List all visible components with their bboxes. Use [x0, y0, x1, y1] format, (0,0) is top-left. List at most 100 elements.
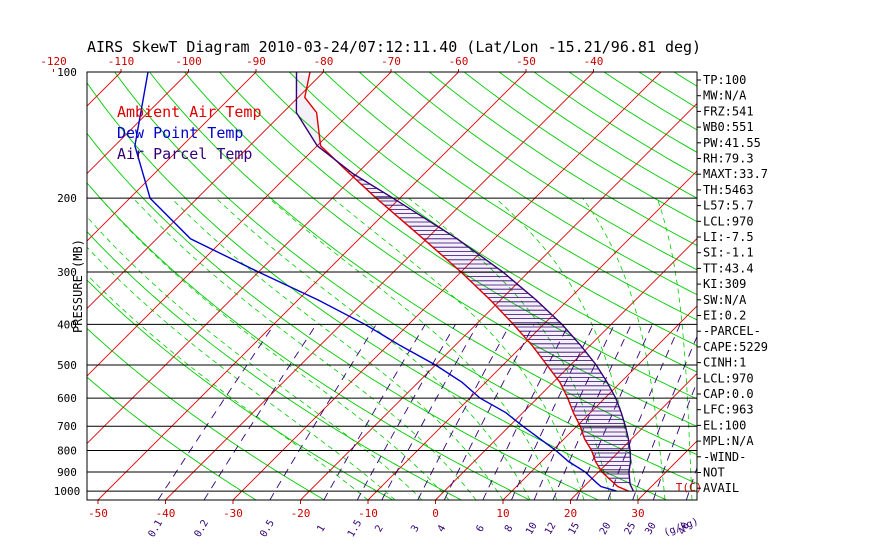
index-item: LCL:970 — [703, 371, 754, 385]
index-item: L57:5.7 — [703, 199, 754, 213]
pressure-tick-1000: 1000 — [54, 485, 81, 498]
index-item: EL:100 — [703, 418, 746, 432]
mixing-ratio-line — [652, 380, 697, 500]
cape-fill — [296, 72, 631, 485]
bottom-tick-label: -20 — [291, 507, 311, 520]
mixing-ratio-line — [157, 324, 275, 500]
pressure-tick-500: 500 — [57, 359, 77, 372]
top-tick-label: -50 — [516, 55, 536, 68]
dry-adiabat — [289, 72, 697, 347]
isotherm — [367, 170, 697, 500]
chart-title: AIRS SkewT Diagram 2010-03-24/07:12:11.4… — [87, 38, 701, 56]
mixing-ratio-label: 4 — [436, 523, 449, 534]
bottom-tick-label: -10 — [358, 507, 378, 520]
legend: Ambient Air Temp Dew Point Temp Air Parcel… — [117, 103, 262, 163]
isotherm — [165, 72, 594, 500]
mixing-ratio-label: 0.5 — [258, 518, 277, 539]
index-item: -WIND- — [703, 450, 746, 464]
index-item: RH:79.3 — [703, 152, 754, 166]
index-item: EI:0.2 — [703, 309, 746, 323]
mixing-ratio-label: 8 — [503, 523, 516, 534]
mixing-ratio-line — [607, 324, 681, 500]
mixing-ratio-label: 12 — [543, 521, 559, 537]
mixing-ratio-label: 20 — [598, 521, 614, 537]
pressure-tick-100: 100 — [57, 66, 77, 79]
moist-adiabat — [87, 216, 423, 500]
mixing-ratio-line — [685, 466, 697, 500]
isotherm — [87, 72, 459, 445]
mixing-ratio-label: 1.5 — [346, 518, 365, 539]
cape-area — [296, 72, 631, 485]
bottom-tick-label: 0 — [432, 507, 439, 520]
mixing-ratio-line — [323, 324, 426, 500]
grid-layer — [0, 72, 870, 500]
moist-adiabat — [87, 246, 396, 500]
isotherm — [0, 72, 54, 500]
top-tick-label: -90 — [246, 55, 266, 68]
mixing-ratio-line — [417, 324, 511, 500]
index-item: LFC:963 — [703, 403, 754, 417]
top-tick-label: -60 — [449, 55, 469, 68]
mixing-ratio-line — [482, 324, 570, 500]
mixing-ratio-line — [632, 335, 697, 500]
dry-adiabat — [184, 72, 697, 427]
index-item: SW:N/A — [703, 293, 747, 307]
legend-item-1: Dew Point Temp — [117, 124, 243, 142]
legend-item-2: Air Parcel Temp — [117, 145, 252, 163]
isotherm — [502, 305, 697, 500]
mixing-ratio-label: 15 — [567, 521, 583, 537]
top-tick-label: -100 — [175, 55, 202, 68]
index-item: NOT — [703, 466, 725, 480]
isotherm — [87, 72, 122, 107]
dry-adiabat — [87, 327, 325, 500]
index-item: CAP:0.0 — [703, 387, 754, 401]
moist-adiabat — [332, 197, 585, 500]
mixing-ratio-label: 30 — [643, 521, 659, 537]
top-tick-label: -40 — [584, 55, 604, 68]
index-item: CAPE:5229 — [703, 340, 768, 354]
index-item: TP:100 — [703, 73, 746, 87]
index-item: SI:-1.1 — [703, 246, 754, 260]
dry-adiabat — [779, 72, 870, 500]
dry-adiabat — [394, 72, 697, 271]
mixing-ratio-label: 3 — [409, 523, 422, 534]
dry-adiabat — [498, 72, 697, 199]
isotherm — [87, 72, 257, 242]
index-item: MAXT:33.7 — [703, 167, 768, 181]
isotherm — [232, 72, 662, 500]
moist-adiabat — [133, 197, 477, 500]
isotherm — [773, 72, 870, 500]
mixing-ratio-label: 6 — [474, 523, 487, 534]
isotherm — [435, 237, 697, 500]
pressure-tick-800: 800 — [57, 445, 77, 458]
dry-adiabat — [87, 182, 531, 500]
index-item: AVAIL — [703, 481, 739, 495]
mixing-ratio-label: 0.2 — [193, 518, 212, 539]
bottom-tick-label: 20 — [564, 507, 577, 520]
index-item: CINH:1 — [703, 356, 746, 370]
moist-adiabat — [215, 197, 531, 500]
dry-adiabat — [359, 72, 697, 296]
dry-adiabat — [324, 72, 697, 321]
index-item: KI:309 — [703, 277, 746, 291]
index-item: WB0:551 — [703, 120, 754, 134]
mixing-ratio-label: 40 — [676, 521, 692, 537]
top-tick-label: -110 — [108, 55, 135, 68]
isotherm — [87, 72, 324, 310]
mixing-ratio-label: 1 — [315, 523, 328, 534]
bottom-tick-label: 10 — [496, 507, 509, 520]
mixing-ratio-line — [381, 324, 479, 500]
bottom-tick-label: -30 — [223, 507, 243, 520]
pressure-tick-600: 600 — [57, 392, 77, 405]
top-tick-label: -70 — [381, 55, 401, 68]
index-item: TH:5463 — [703, 183, 754, 197]
pressure-tick-900: 900 — [57, 466, 77, 479]
mixing-ratio-line — [510, 324, 595, 500]
plot-frame — [86, 71, 698, 501]
isotherm — [87, 72, 189, 175]
legend-item-0: Ambient Air Temp — [117, 103, 262, 121]
index-item: MPL:N/A — [703, 434, 754, 448]
moist-adiabat — [656, 198, 693, 500]
